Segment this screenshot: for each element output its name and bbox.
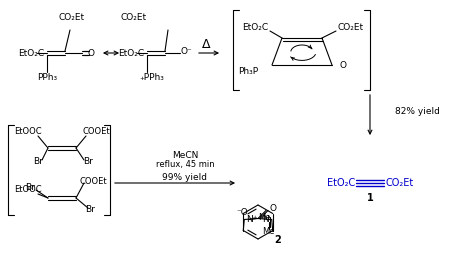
Text: CO₂Et: CO₂Et xyxy=(386,178,414,188)
Text: O⁻: O⁻ xyxy=(180,48,192,57)
Text: EtO₂C: EtO₂C xyxy=(327,178,355,188)
Text: 99% yield: 99% yield xyxy=(163,173,207,182)
Text: N⁺: N⁺ xyxy=(246,215,258,224)
Text: Br: Br xyxy=(25,183,35,192)
Text: EtOOC: EtOOC xyxy=(14,186,42,195)
Text: PPh₃: PPh₃ xyxy=(37,74,57,82)
Text: ₊PPh₃: ₊PPh₃ xyxy=(139,74,164,82)
Text: EtO₂C: EtO₂C xyxy=(18,49,44,58)
Text: COOEt: COOEt xyxy=(82,127,110,136)
Text: EtO₂C: EtO₂C xyxy=(118,49,144,58)
Text: ⁻O: ⁻O xyxy=(236,208,248,217)
Text: Me: Me xyxy=(263,227,275,236)
Text: Br: Br xyxy=(83,158,93,167)
Text: 2: 2 xyxy=(275,235,282,245)
Text: Br: Br xyxy=(85,206,95,215)
Text: 1: 1 xyxy=(367,193,373,203)
Text: O: O xyxy=(88,49,94,58)
Text: COOEt: COOEt xyxy=(79,177,107,186)
Text: MeCN: MeCN xyxy=(172,151,198,160)
Text: Me: Me xyxy=(258,213,271,222)
Text: EtOOC: EtOOC xyxy=(14,127,42,136)
Text: CO₂Et: CO₂Et xyxy=(121,14,147,23)
Text: reflux, 45 min: reflux, 45 min xyxy=(156,161,214,170)
Text: CO₂Et: CO₂Et xyxy=(337,23,363,32)
Text: O: O xyxy=(269,204,276,213)
Text: EtO₂C: EtO₂C xyxy=(242,23,268,32)
Text: Ph₃P: Ph₃P xyxy=(238,68,258,77)
Text: N: N xyxy=(262,215,269,224)
Text: Δ: Δ xyxy=(202,38,210,50)
Text: O: O xyxy=(340,60,347,69)
Text: Br: Br xyxy=(33,158,43,167)
Text: CO₂Et: CO₂Et xyxy=(59,14,85,23)
Text: 82% yield: 82% yield xyxy=(395,107,440,116)
